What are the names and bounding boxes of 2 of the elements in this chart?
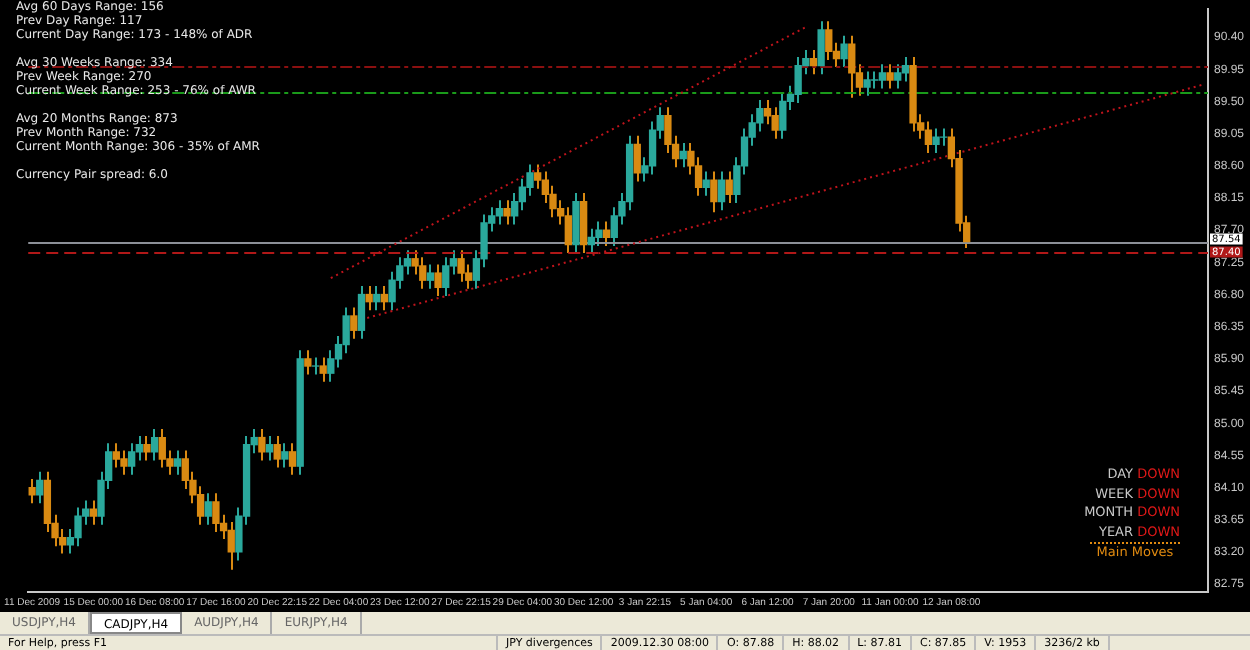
candlestick <box>871 71 879 89</box>
candlestick <box>311 357 320 375</box>
